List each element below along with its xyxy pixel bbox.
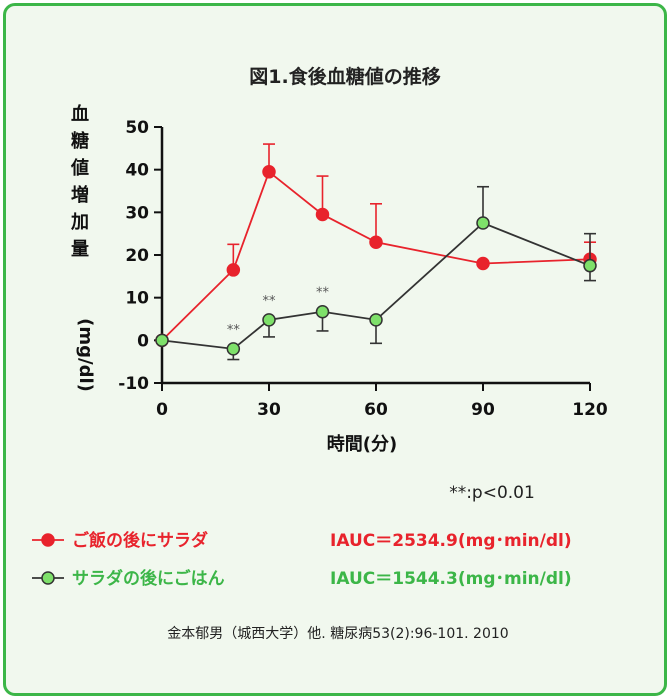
series-2 — [155, 185, 597, 361]
y-axis-label-char: 血 — [71, 103, 89, 125]
data-point — [369, 235, 383, 249]
legend-iauc: IAUC＝1544.3(mg･min/dl) — [330, 569, 572, 589]
data-point — [262, 313, 276, 327]
y-axis-label: 血糖値増加量 (mg/dl) — [70, 103, 96, 392]
x-tick-label: 120 — [572, 400, 608, 420]
legend-item: ご飯の後にサラダ IAUC＝2534.9(mg･min/dl) — [32, 530, 572, 551]
y-axis-label-text: 血糖値増加量 — [70, 103, 89, 260]
y-tick-label: 40 — [125, 161, 149, 181]
series-layer — [155, 143, 597, 361]
significance-marker: ** — [263, 294, 277, 309]
chart-frame — [3, 3, 667, 696]
significance-legend: **:p<0.01 — [449, 483, 535, 503]
legend-series-name: ご飯の後にサラダ — [72, 530, 208, 551]
data-point — [315, 304, 330, 319]
legend-swatch-marker — [41, 571, 55, 585]
y-ticks: 50 40 30 20 10 0 -10 — [118, 118, 162, 394]
data-point — [476, 216, 490, 230]
chart-title: 図1.食後血糖値の推移 — [249, 65, 440, 88]
y-tick-label: 0 — [137, 331, 149, 351]
legend-item: サラダの後にごはん IAUC＝1544.3(mg･min/dl) — [32, 568, 572, 589]
data-point — [226, 342, 241, 356]
y-axis-unit: (mg/dl) — [75, 318, 96, 392]
data-point — [155, 333, 169, 348]
significance-markers: ** ** ** — [227, 286, 330, 338]
y-axis-label-char: 値 — [70, 157, 89, 179]
y-axis-label-char: 加 — [70, 212, 89, 233]
y-axis-label-char: 増 — [71, 184, 89, 206]
data-point — [262, 165, 276, 179]
data-point — [369, 313, 383, 327]
data-point — [315, 207, 330, 222]
y-axis-label-char: 糖 — [71, 130, 89, 152]
source-citation: 金本郁男（城西大学）他. 糖尿病53(2):96-101. 2010 — [167, 626, 508, 642]
x-tick-label: 0 — [156, 400, 168, 420]
data-point — [583, 258, 597, 273]
y-tick-label: -10 — [118, 374, 149, 394]
axes — [160, 127, 590, 385]
legend-iauc: IAUC＝2534.9(mg･min/dl) — [330, 531, 572, 551]
data-point — [476, 256, 490, 271]
y-axis-label-char: 量 — [71, 238, 89, 260]
legend-swatch-marker — [41, 533, 55, 547]
x-tick-label: 60 — [364, 400, 388, 420]
x-axis-label: 時間(分) — [327, 434, 397, 455]
significance-marker: ** — [227, 323, 241, 338]
y-tick-label: 50 — [125, 118, 149, 138]
y-tick-label: 10 — [125, 289, 149, 309]
y-tick-label: 20 — [125, 246, 149, 266]
legend: ご飯の後にサラダ IAUC＝2534.9(mg･min/dl) サラダの後にごはん I… — [32, 530, 572, 589]
y-tick-label: 30 — [125, 203, 149, 223]
significance-marker: ** — [316, 286, 330, 301]
x-ticks: 0 30 60 90 120 — [156, 383, 608, 420]
data-point — [226, 263, 241, 277]
x-tick-label: 30 — [257, 400, 281, 420]
legend-series-name: サラダの後にごはん — [72, 568, 225, 589]
x-tick-label: 90 — [471, 400, 495, 420]
